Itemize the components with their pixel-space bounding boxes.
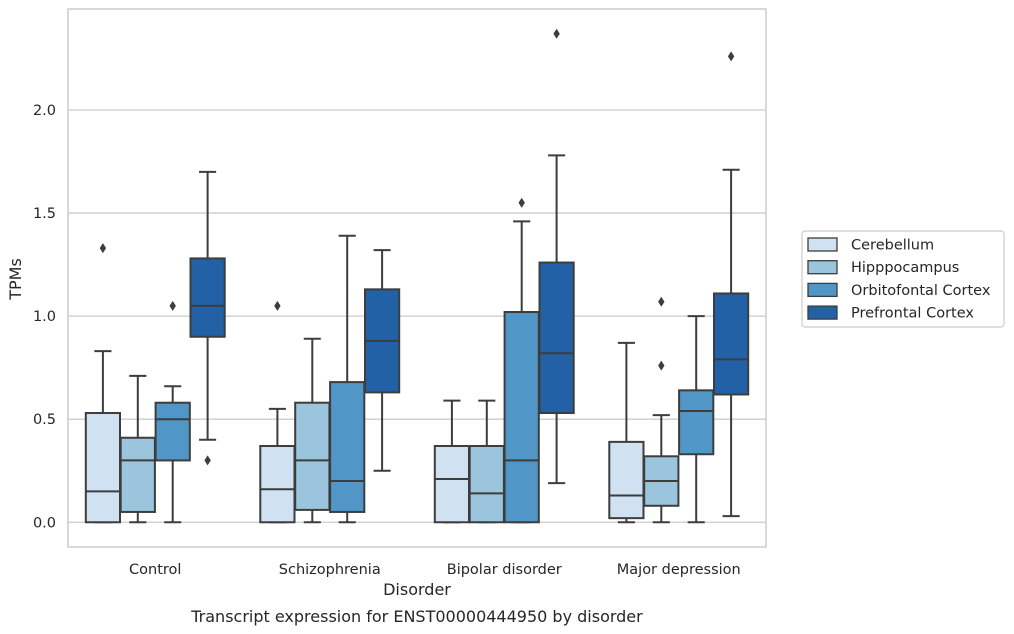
y-tick-label: 1.0 bbox=[33, 309, 56, 325]
plot-frame bbox=[67, 8, 767, 548]
x-tick-labels: Control Schizophrenia Bipolar disorder Majo… bbox=[129, 562, 741, 578]
box bbox=[363, 249, 401, 472]
box bbox=[468, 399, 505, 524]
legend-swatch bbox=[807, 260, 838, 275]
box-body bbox=[538, 261, 575, 415]
box bbox=[259, 300, 296, 524]
y-tick-label: 2.0 bbox=[33, 103, 56, 119]
box bbox=[119, 374, 156, 524]
outlier-point bbox=[658, 296, 665, 307]
outlier-point bbox=[274, 300, 281, 311]
box bbox=[678, 315, 715, 524]
box-body bbox=[433, 444, 471, 524]
box bbox=[189, 170, 226, 466]
y-tick-labels: 0.0 0.5 1.0 1.5 2.0 bbox=[33, 103, 56, 531]
box-body bbox=[189, 257, 226, 338]
x-tick-label: Control bbox=[129, 562, 181, 578]
y-axis-label: TPMs bbox=[6, 258, 25, 301]
x-tick-label: Major depression bbox=[617, 562, 741, 578]
y-tick-label: 1.5 bbox=[33, 206, 56, 222]
x-tick-label: Schizophrenia bbox=[279, 562, 381, 578]
legend-label: Prefrontal Cortex bbox=[851, 306, 974, 322]
outlier-point bbox=[518, 197, 525, 208]
box-body bbox=[468, 444, 505, 524]
outlier-point bbox=[553, 28, 560, 39]
box bbox=[294, 337, 331, 524]
legend-label: Hipppocampus bbox=[851, 260, 959, 276]
legend-label: Cerebellum bbox=[851, 238, 934, 254]
outlier-point bbox=[169, 300, 176, 311]
outlier-point bbox=[727, 51, 735, 62]
box-body bbox=[329, 381, 366, 513]
legend-frame bbox=[801, 230, 1005, 328]
box bbox=[84, 243, 122, 524]
y-tick-label: 0.0 bbox=[33, 515, 56, 531]
x-axis-label: Disorder bbox=[383, 580, 451, 599]
box-body bbox=[84, 412, 122, 524]
legend: Cerebellum Hipppocampus Orbitofontal Corte… bbox=[801, 230, 1005, 328]
box bbox=[712, 51, 750, 518]
box-body bbox=[154, 401, 191, 462]
box-body bbox=[119, 436, 156, 513]
box bbox=[433, 399, 471, 524]
outlier-point bbox=[99, 243, 107, 254]
box-body bbox=[259, 444, 296, 524]
y-tick-label: 0.5 bbox=[33, 412, 56, 428]
legend-label: Orbitofontal Cortex bbox=[851, 283, 991, 299]
box-body bbox=[503, 311, 540, 524]
box bbox=[329, 234, 366, 524]
legend-swatch bbox=[807, 282, 838, 298]
box-body bbox=[608, 440, 645, 520]
box-body bbox=[712, 292, 750, 396]
chart-caption: Transcript expression for ENST0000044495… bbox=[190, 607, 643, 626]
outlier-point bbox=[204, 455, 211, 466]
box bbox=[608, 341, 645, 524]
box bbox=[538, 28, 575, 485]
box bbox=[503, 197, 540, 524]
legend-swatch bbox=[807, 237, 838, 252]
x-tick-label: Bipolar disorder bbox=[447, 562, 562, 578]
box bbox=[154, 300, 191, 524]
box-body bbox=[678, 389, 715, 456]
legend-swatch bbox=[807, 305, 838, 320]
box bbox=[643, 296, 680, 524]
boxes bbox=[84, 28, 750, 524]
outlier-point bbox=[658, 360, 665, 371]
box-body bbox=[294, 401, 331, 511]
